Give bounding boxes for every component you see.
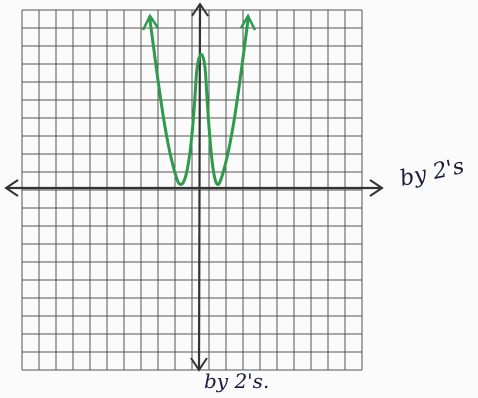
page: by 2's by 2's. (() => { const data = JSO…	[0, 0, 478, 398]
y-axis-note: by 2's.	[204, 369, 269, 393]
grid	[22, 10, 362, 370]
x-axis-note: by 2's	[398, 154, 467, 192]
graph-paper: by 2's by 2's.	[0, 0, 478, 398]
